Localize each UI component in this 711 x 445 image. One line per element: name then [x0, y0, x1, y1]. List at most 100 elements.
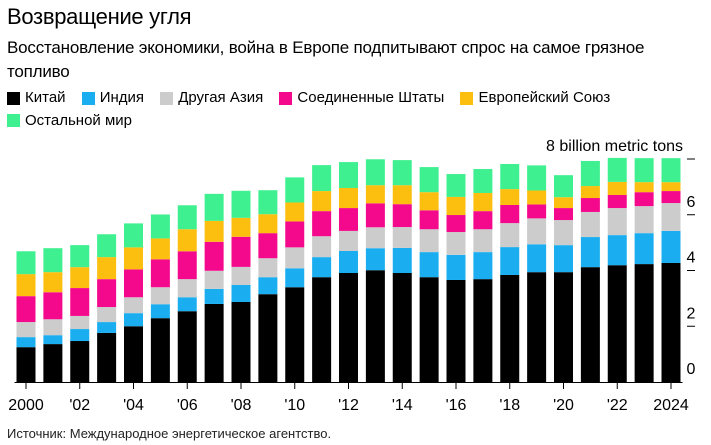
bar-segment-2012-series-5	[339, 162, 358, 188]
bar-segment-2020-series-3	[554, 208, 573, 221]
bar-segment-2014-series-1	[392, 247, 412, 274]
bar-segment-2003-series-0	[97, 332, 117, 382]
bar-2015	[419, 167, 439, 382]
bar-segment-2020-series-1	[554, 245, 573, 273]
bar-segment-2004-series-2	[124, 297, 143, 314]
bar-segment-2019-series-5	[527, 165, 547, 191]
bar-segment-2011-series-2	[312, 236, 332, 258]
bar-segment-2002-series-5	[70, 245, 90, 268]
bar-segment-2024-series-3	[661, 191, 681, 204]
bar-segment-2008-series-0	[231, 302, 251, 382]
bar-segment-2024-series-2	[661, 203, 681, 231]
bar-segment-2018-series-2	[500, 223, 520, 248]
bar-segment-2010-series-5	[285, 177, 305, 203]
bar-segment-2022-series-5	[607, 157, 627, 182]
x-tick-label-2004: '04	[123, 397, 144, 414]
bar-segment-2008-series-1	[231, 285, 251, 302]
bar-segment-2000-series-3	[16, 296, 36, 323]
legend: Китай Индия Другая Азия Соединенные Штат…	[7, 88, 707, 133]
legend-swatch-china	[7, 91, 20, 105]
bar-segment-2005-series-2	[150, 287, 170, 305]
bar-segment-2007-series-1	[204, 288, 224, 304]
bar-segment-2005-series-4	[150, 238, 170, 260]
bar-segment-2018-series-4	[500, 189, 520, 205]
bar-segment-2000-series-4	[16, 274, 36, 297]
bar-segment-2009-series-2	[258, 258, 278, 278]
x-tick-label-2014: '14	[392, 397, 413, 414]
bar-segment-2011-series-3	[312, 211, 332, 237]
bar-2010	[285, 177, 305, 382]
bar-segment-2017-series-4	[473, 193, 493, 212]
x-tick-label-2020: '20	[553, 397, 574, 414]
bar-segment-2010-series-1	[285, 268, 305, 288]
bar-segment-2013-series-3	[365, 203, 385, 228]
bar-segment-2007-series-3	[204, 241, 224, 271]
bar-segment-2024-series-0	[661, 262, 681, 382]
x-axis-ticks: 2000 '02 '04 '06 '08 '10 '12 '14 '16 '18 '20 '22 202…	[8, 383, 689, 414]
bar-2007	[204, 193, 224, 382]
legend-item-us: Соединенные Штаты	[279, 88, 444, 108]
bar-segment-2010-series-0	[285, 287, 305, 382]
bar-2019	[527, 165, 547, 382]
source-note: Источник: Международное энергетическое а…	[7, 426, 332, 441]
bar-segment-2008-series-3	[231, 236, 251, 267]
bar-segment-2006-series-1	[177, 297, 197, 312]
bar-segment-2021-series-3	[580, 198, 600, 212]
bar-2013	[365, 159, 385, 382]
bar-segment-2008-series-4	[231, 217, 251, 237]
bar-segment-2022-series-4	[607, 181, 627, 195]
bar-segment-2009-series-4	[258, 214, 278, 234]
bar-segment-2002-series-4	[70, 267, 90, 289]
bar-segment-2021-series-5	[580, 160, 600, 187]
bar-segment-2008-series-2	[231, 266, 251, 285]
bar-segment-2016-series-5	[446, 174, 466, 197]
bar-segment-2018-series-3	[500, 204, 520, 224]
legend-swatch-other-asia	[160, 91, 174, 105]
bar-2021	[580, 160, 600, 382]
bar-segment-2002-series-1	[70, 329, 90, 342]
bar-segment-2011-series-0	[312, 277, 332, 382]
bar-segment-2024-series-1	[661, 230, 681, 263]
bar-segment-2001-series-5	[43, 248, 63, 273]
bar-segment-2003-series-2	[97, 307, 117, 323]
x-tick-label-2010: '10	[284, 397, 305, 414]
bar-segment-2005-series-3	[150, 259, 170, 288]
bar-2002	[70, 245, 90, 382]
legend-item-rest-of-world: Остальной мир	[7, 111, 132, 131]
bar-segment-2013-series-2	[365, 227, 385, 249]
bar-segment-2000-series-2	[16, 322, 36, 338]
bar-segment-2012-series-4	[339, 187, 358, 209]
legend-label-china: Китай	[25, 89, 66, 106]
x-tick-label-2022: '22	[607, 397, 628, 414]
bar-segment-2016-series-2	[446, 232, 466, 255]
bar-segment-2021-series-0	[580, 267, 600, 382]
bar-segment-2003-series-3	[97, 279, 117, 308]
bar-segment-2011-series-5	[312, 165, 332, 192]
bar-2001	[43, 248, 63, 382]
chart-subtitle: Восстановление экономики, война в Европе…	[7, 38, 645, 81]
y-tick-label-6: 6	[687, 194, 696, 211]
bar-segment-2002-series-2	[70, 315, 90, 330]
legend-item-other-asia: Другая Азия	[160, 88, 263, 108]
legend-swatch-india	[81, 91, 95, 105]
bar-segment-2004-series-0	[124, 326, 143, 382]
bar-segment-2013-series-4	[365, 185, 385, 204]
bar-segment-2012-series-1	[339, 250, 358, 274]
bar-segment-2018-series-5	[500, 164, 520, 190]
bar-segment-2023-series-4	[634, 182, 654, 193]
bar-segment-2015-series-1	[419, 252, 439, 278]
bar-segment-2002-series-3	[70, 288, 90, 316]
bar-segment-2017-series-0	[473, 279, 493, 382]
bar-segment-2004-series-3	[124, 269, 143, 298]
y-unit-label: 8 billion metric tons	[546, 138, 683, 155]
bar-segment-2007-series-0	[204, 303, 224, 382]
bar-segment-2015-series-0	[419, 277, 439, 382]
x-tick-label-2002: '02	[69, 397, 90, 414]
bar-segment-2024-series-5	[661, 158, 681, 183]
legend-label-us: Соединенные Штаты	[297, 89, 445, 106]
bar-2008	[231, 190, 251, 382]
bar-segment-2010-series-3	[285, 221, 305, 248]
bar-segment-2014-series-5	[392, 160, 412, 186]
bar-2023	[634, 158, 654, 382]
